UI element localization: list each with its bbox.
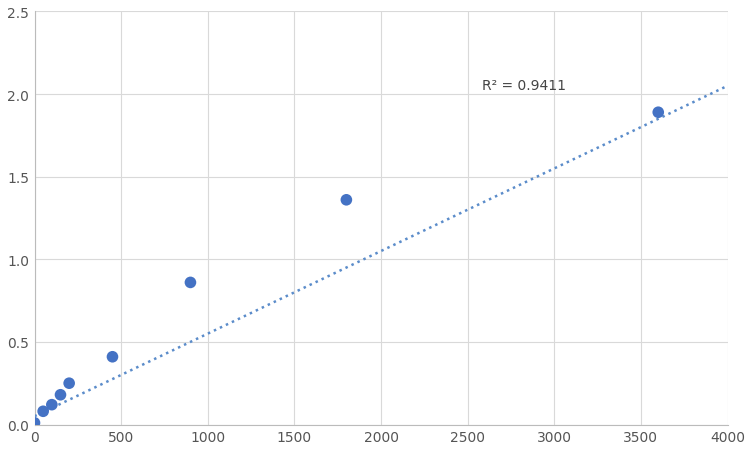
Point xyxy=(54,391,66,399)
Point xyxy=(341,197,353,204)
Point xyxy=(29,419,41,427)
Point xyxy=(107,354,119,361)
Point xyxy=(184,279,196,286)
Point xyxy=(46,401,58,409)
Point xyxy=(63,380,75,387)
Text: R² = 0.9411: R² = 0.9411 xyxy=(481,79,566,93)
Point xyxy=(37,408,49,415)
Point xyxy=(652,110,664,117)
